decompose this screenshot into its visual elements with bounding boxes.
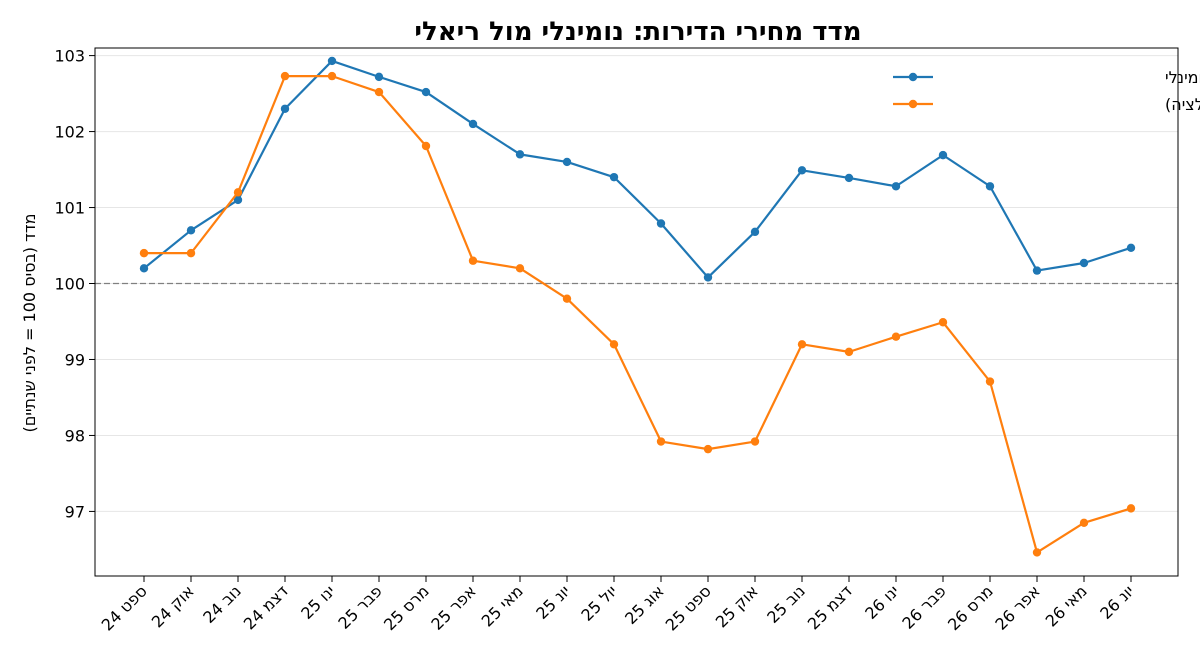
y-tick-label: 100 bbox=[54, 275, 85, 294]
x-tick-label: פבר 26 bbox=[898, 581, 949, 632]
data-point bbox=[421, 141, 431, 151]
x-tick-label: פבר 25 bbox=[334, 581, 385, 632]
data-point bbox=[562, 157, 572, 167]
x-tick-label: דצמ 25 bbox=[804, 581, 856, 633]
x-tick-label: נוב 25 bbox=[763, 581, 809, 627]
y-tick-label: 98 bbox=[65, 426, 85, 445]
y-tick-label: 103 bbox=[54, 47, 85, 66]
data-point bbox=[139, 264, 149, 273]
data-point bbox=[1126, 243, 1136, 253]
legend-marker bbox=[908, 72, 918, 82]
data-point bbox=[938, 318, 948, 327]
y-tick-label: 102 bbox=[54, 123, 85, 142]
legend-marker bbox=[908, 99, 918, 109]
data-point bbox=[656, 219, 666, 228]
x-tick-label: אוק 25 bbox=[712, 581, 762, 631]
data-point bbox=[280, 104, 290, 113]
x-tick-label: אוק 24 bbox=[148, 581, 198, 631]
x-tick-label: ינו 25 bbox=[297, 581, 339, 623]
data-point bbox=[703, 444, 713, 454]
data-point bbox=[233, 195, 243, 205]
x-tick-label: ספט 25 bbox=[662, 581, 715, 634]
y-tick-label: 101 bbox=[54, 199, 85, 218]
data-point bbox=[656, 437, 666, 446]
data-point bbox=[468, 256, 478, 265]
data-point bbox=[891, 182, 901, 191]
data-point bbox=[797, 166, 807, 175]
data-point bbox=[374, 72, 384, 82]
x-tick-label: ספט 24 bbox=[98, 581, 151, 634]
data-point bbox=[797, 340, 807, 349]
data-point bbox=[703, 273, 713, 282]
data-point bbox=[186, 226, 196, 235]
data-point bbox=[421, 87, 431, 97]
series-line-1 bbox=[143, 59, 1132, 279]
y-tick-label: 99 bbox=[65, 350, 85, 369]
data-point bbox=[374, 87, 384, 97]
plot-frame bbox=[94, 47, 1179, 577]
data-point bbox=[280, 71, 290, 81]
data-point bbox=[562, 294, 572, 303]
series-line-2 bbox=[144, 75, 1132, 554]
data-point bbox=[233, 188, 243, 197]
legend-label: מדד ריאלי (בניכוי אינפלציה) bbox=[1165, 95, 1200, 114]
data-point bbox=[327, 71, 337, 81]
x-tick-label: יול 25 bbox=[577, 581, 620, 624]
data-point bbox=[985, 377, 995, 386]
data-point bbox=[609, 340, 619, 349]
x-tick-label: יונ 25 bbox=[532, 581, 574, 623]
x-tick-label: אפר 25 bbox=[427, 581, 479, 633]
data-point bbox=[1126, 504, 1136, 513]
data-point bbox=[1079, 258, 1089, 268]
data-point bbox=[1079, 518, 1089, 528]
x-tick-label: מרס 26 bbox=[944, 581, 997, 634]
data-point bbox=[938, 150, 948, 160]
x-tick-label: יונ 26 bbox=[1096, 581, 1138, 623]
data-point bbox=[1032, 548, 1042, 557]
x-tick-label: ינו 26 bbox=[861, 581, 903, 623]
data-point bbox=[1032, 266, 1042, 275]
legend-label: מדד נומינלי bbox=[1165, 68, 1200, 87]
x-tick-label: מאי 26 bbox=[1042, 581, 1091, 630]
x-tick-label: נוב 24 bbox=[199, 581, 245, 627]
data-point bbox=[186, 248, 196, 258]
x-tick-label: דצמ 24 bbox=[240, 581, 292, 633]
data-point bbox=[139, 248, 149, 258]
data-point bbox=[515, 150, 525, 159]
data-point bbox=[891, 332, 901, 341]
y-axis-label: מדד (בסיס 100 = לפני שנתיים) bbox=[20, 214, 39, 433]
y-tick-label: 97 bbox=[65, 502, 85, 521]
data-point bbox=[844, 173, 854, 183]
chart-title: מדד מחירי הדירות: נומינלי מול ריאלי bbox=[414, 17, 861, 47]
data-point bbox=[327, 56, 337, 66]
data-point bbox=[844, 347, 854, 357]
legend: מדד נומינלי מדד ריאלי (בניכוי אינפלציה) bbox=[893, 68, 1200, 114]
data-point bbox=[750, 227, 760, 237]
x-tick-label: אפר 26 bbox=[991, 581, 1043, 633]
data-point bbox=[609, 172, 619, 182]
x-tick-label: מרס 25 bbox=[380, 581, 433, 634]
data-point bbox=[750, 437, 760, 446]
data-point bbox=[515, 264, 525, 273]
data-point bbox=[985, 182, 995, 191]
data-point bbox=[468, 119, 478, 129]
x-tick-label: מאי 25 bbox=[478, 581, 527, 630]
